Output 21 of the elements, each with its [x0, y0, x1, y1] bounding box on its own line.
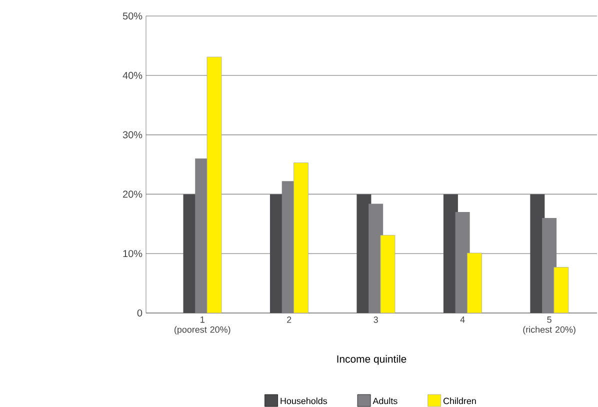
bar — [554, 267, 569, 314]
y-tick-label: 20% — [123, 190, 142, 198]
x-tick-label: 2 — [287, 316, 292, 323]
y-tick-label: 30% — [122, 131, 142, 138]
legend-label: Households — [280, 398, 327, 404]
y-tick-label: 40% — [122, 72, 142, 79]
y-tick-label: 10% — [123, 250, 142, 258]
bar — [467, 252, 482, 314]
x-tick-label: 3 — [374, 316, 378, 323]
y-tick-label: 50% — [122, 12, 142, 20]
bar — [542, 218, 557, 313]
bar — [294, 162, 308, 314]
legend-label: Children — [443, 398, 476, 404]
x-tick-label: 5 (richest 20%) — [523, 316, 576, 335]
legend-label: Adults — [372, 398, 398, 404]
x-tick-label: 4 — [460, 316, 465, 323]
bar — [206, 56, 222, 314]
x-tick-label: 1 (poorest 20%) — [174, 316, 230, 335]
bar — [380, 234, 396, 314]
y-tick-label: 0 — [137, 309, 142, 317]
x-axis-title: Income quintile — [337, 355, 406, 365]
